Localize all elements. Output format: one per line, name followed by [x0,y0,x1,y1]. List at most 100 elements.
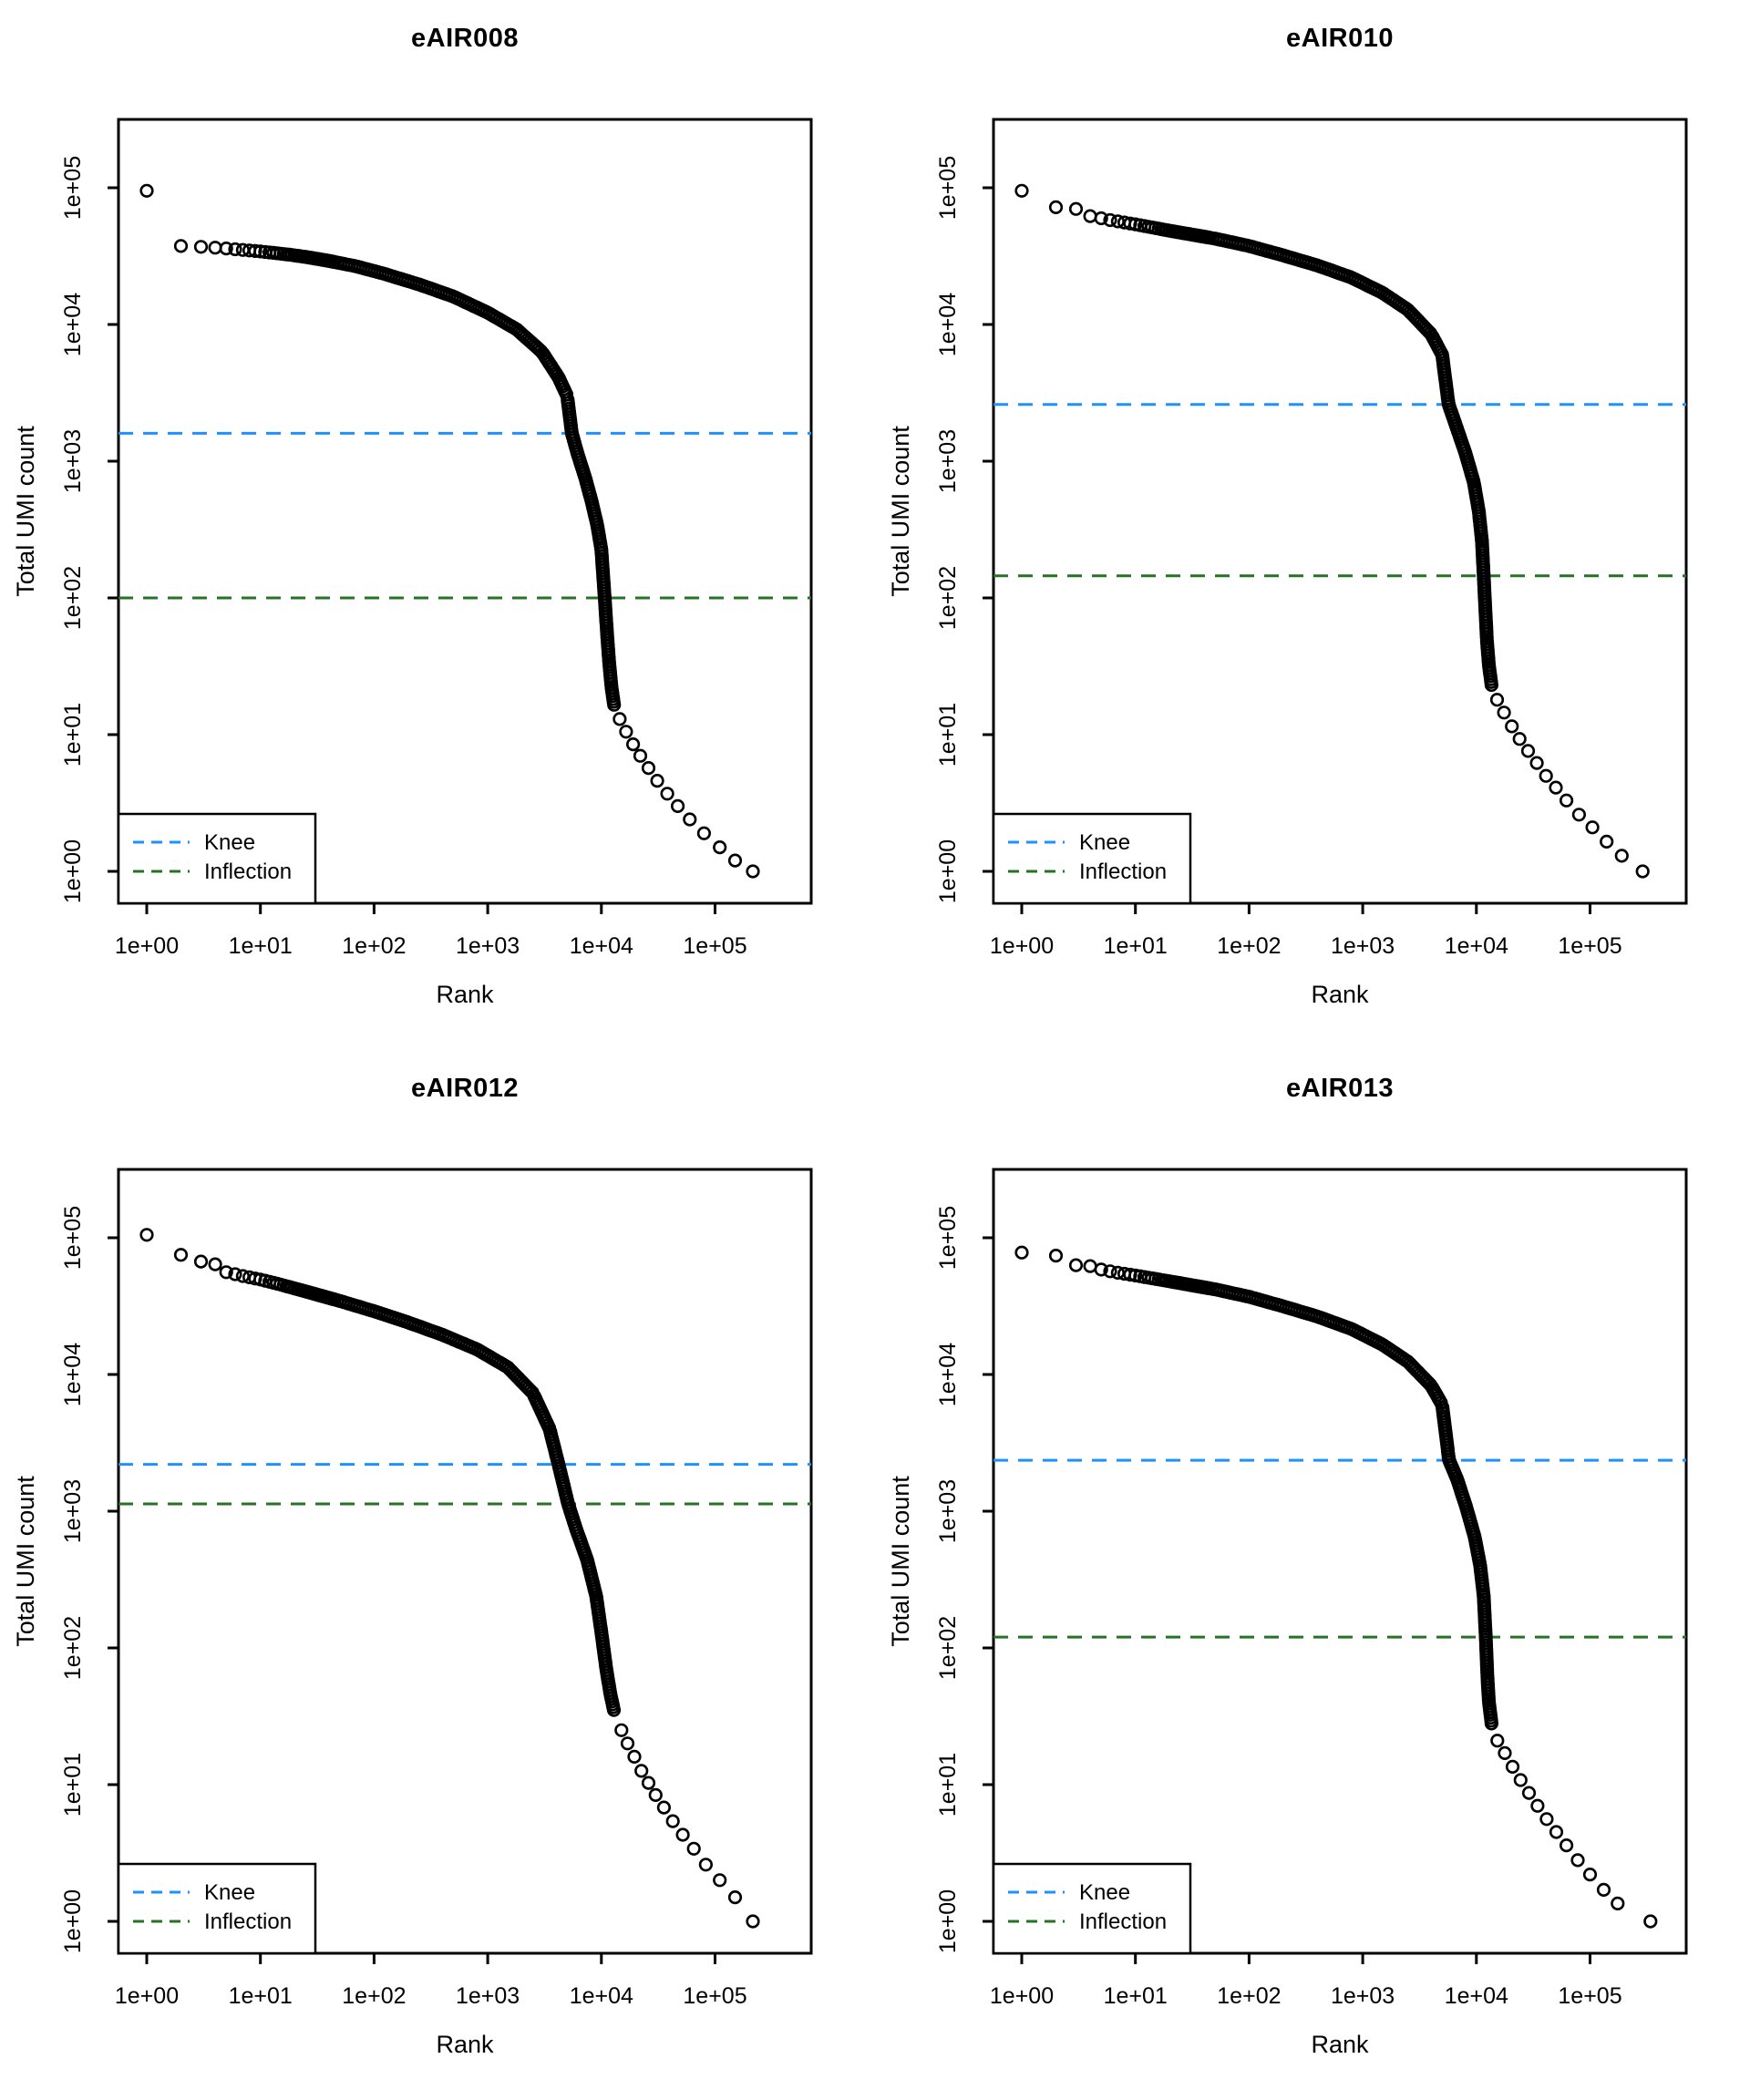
data-point [139,183,154,198]
data-point [665,1814,680,1828]
x-tick-label: 1e+01 [229,1983,293,2009]
x-tick-label: 1e+04 [570,933,633,959]
data-point [228,1267,242,1282]
barcode-points [1014,183,1650,879]
legend-inflection-label: Inflection [204,1910,292,1934]
data-point [1083,209,1097,223]
x-axis: 1e+00 1e+01 1e+02 1e+03 1e+04 1e+05 [115,903,747,959]
data-point [627,1749,642,1765]
knee-plot-canvas: 1e+00 1e+01 1e+02 1e+03 1e+04 1e+05 1e+00 1e+01… [935,118,1688,959]
y-tick-label: 1e+00 [935,1889,961,1953]
y-tick-label: 1e+00 [60,1889,86,1953]
data-point [1498,1745,1512,1761]
data-point [1484,677,1499,693]
legend: Knee Inflection [117,812,317,905]
data-point [1571,808,1587,822]
y-tick-label: 1e+01 [60,1753,86,1817]
data-point [1489,693,1505,707]
x-axis: 1e+00 1e+01 1e+02 1e+03 1e+04 1e+05 [115,1953,747,2009]
data-point [650,773,664,788]
barcode-points [139,1228,760,1929]
data-point [1582,1867,1598,1882]
data-point [1643,1914,1658,1929]
legend-box [117,1862,317,1955]
plot-box [992,1168,1688,1955]
data-point [219,1265,233,1280]
data-point [1083,1259,1097,1273]
y-tick-label: 1e+00 [935,839,961,903]
data-point [1539,1812,1554,1827]
legend: Knee Inflection [992,1862,1192,1955]
data-point [660,787,674,801]
x-axis: 1e+00 1e+01 1e+02 1e+03 1e+04 1e+05 [990,903,1622,959]
knee-plot-panel-2: eAIR010 Total UMI count 1e+00 1e+01 1e+02 1… [875,0,1750,1050]
x-tick-label: 1e+01 [1104,1983,1168,2009]
x-tick-label: 1e+04 [570,1983,633,2009]
data-point [607,697,622,712]
data-point [1103,212,1117,228]
y-tick-label: 1e+02 [60,1616,86,1680]
data-point [1600,834,1614,849]
y-tick-label: 1e+01 [935,1753,961,1817]
data-point [620,1736,635,1751]
data-point [656,1800,672,1815]
data-point [1123,1267,1138,1282]
data-point [625,736,641,752]
data-point [612,712,627,726]
y-tick-label: 1e+04 [60,293,86,356]
legend: Knee Inflection [117,1862,317,1955]
x-tick-label: 1e+04 [1445,933,1508,959]
y-tick-label: 1e+02 [935,1616,961,1680]
legend-box [992,1862,1192,1955]
data-point [1490,1734,1505,1748]
data-point [1521,1786,1537,1800]
x-axis-label: Rank [436,981,494,1008]
knee-plot-canvas: 1e+00 1e+01 1e+02 1e+03 1e+04 1e+05 1e+00 1e+01… [60,1168,813,2009]
data-point [173,239,189,253]
legend-knee-label: Knee [1079,830,1130,855]
plot-title: eAIR012 [411,1074,519,1103]
data-point [1539,768,1553,783]
legend-inflection-label: Inflection [204,860,292,884]
y-tick-label: 1e+04 [935,1343,961,1406]
data-point [686,1841,701,1856]
data-point [1048,200,1064,214]
plot-title: eAIR010 [1286,24,1394,53]
x-tick-label: 1e+02 [1217,1983,1281,2009]
data-point [670,798,685,814]
data-point [1570,1853,1585,1868]
data-point [228,242,242,257]
data-point [633,748,648,763]
data-point [1048,1249,1064,1263]
knee-plot-panel-3: eAIR012 Total UMI count 1e+00 1e+01 1e+02 1… [0,1050,875,2100]
data-point [634,1764,649,1778]
data-point [173,1248,189,1262]
x-tick-label: 1e+01 [229,933,293,959]
y-tick-label: 1e+02 [60,566,86,630]
data-point [1549,1825,1564,1839]
data-point [727,1889,743,1905]
y-tick-label: 1e+03 [60,1479,86,1543]
data-point [619,725,633,739]
data-point [1512,732,1527,746]
data-point [1094,211,1108,226]
y-axis: 1e+00 1e+01 1e+02 1e+03 1e+04 1e+05 [60,156,118,903]
x-tick-label: 1e+00 [990,933,1054,959]
data-point [641,760,656,776]
knee-plot-canvas: 1e+00 1e+01 1e+02 1e+03 1e+04 1e+05 1e+00 1e+01… [935,1168,1688,2009]
plot-box [992,118,1688,905]
legend-knee-label: Knee [204,1880,255,1905]
x-tick-label: 1e+00 [115,933,179,959]
y-tick-label: 1e+03 [935,429,961,493]
data-point [219,242,233,256]
data-point [1014,183,1029,198]
data-point [1559,1838,1574,1853]
data-point [1484,1716,1499,1731]
y-tick-label: 1e+05 [935,1206,961,1270]
data-point [235,1269,251,1283]
y-tick-label: 1e+04 [935,293,961,356]
data-point [1110,214,1126,229]
knee-plot-panel-1: eAIR008 Total UMI count 1e+00 1e+01 1e+02 1… [0,0,875,1050]
data-point [648,1787,663,1803]
